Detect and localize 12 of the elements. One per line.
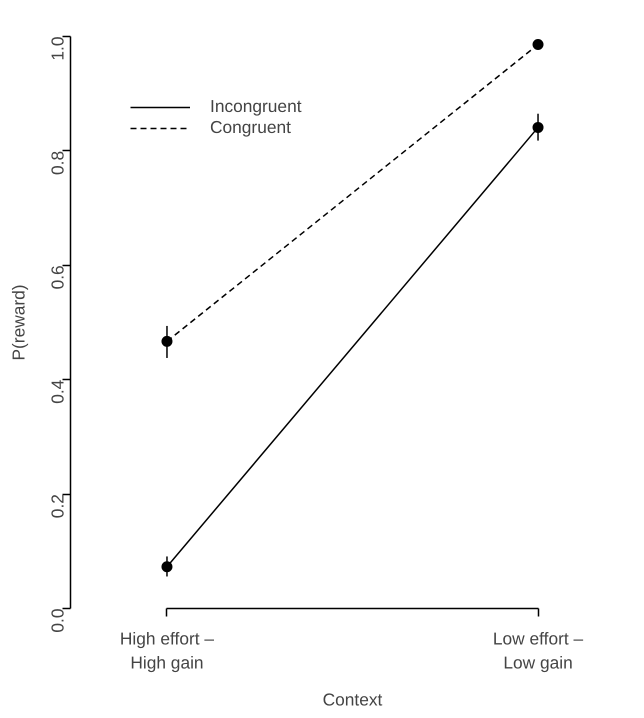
legend-label: Incongruent bbox=[210, 96, 302, 117]
y-tick-label: 0.8 bbox=[48, 150, 68, 175]
x-axis-title: Context bbox=[322, 690, 383, 710]
y-tick-label: 1.0 bbox=[48, 36, 68, 61]
y-tick-label: 0.0 bbox=[48, 608, 68, 633]
x-tick-label: Low effort – Low gain bbox=[492, 628, 584, 672]
y-axis-title: P(reward) bbox=[8, 284, 28, 361]
y-tick-label: 0.6 bbox=[48, 265, 68, 290]
x-tick-label: High effort – High gain bbox=[120, 628, 214, 672]
legend-label: Congruent bbox=[210, 117, 291, 138]
y-tick-label: 0.4 bbox=[48, 379, 68, 404]
y-tick-label: 0.2 bbox=[48, 494, 68, 518]
